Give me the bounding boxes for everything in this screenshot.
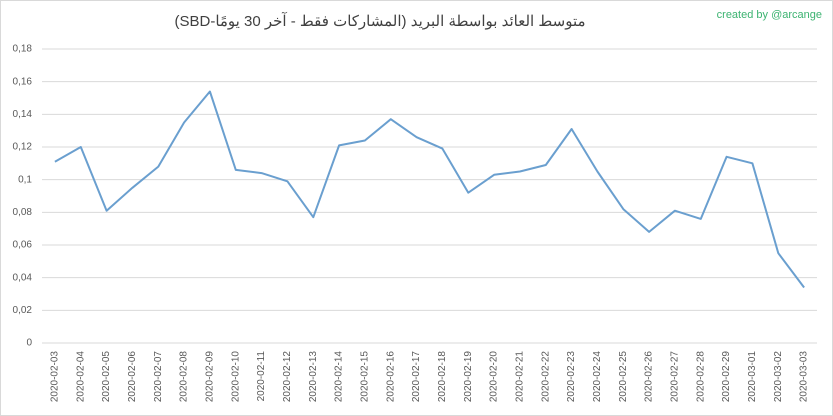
- x-tick-label: 2020-02-24: [592, 351, 603, 403]
- x-tick-label: 2020-02-09: [205, 351, 216, 403]
- x-tick-label: 2020-02-17: [411, 351, 422, 403]
- x-tick-label: 2020-02-08: [179, 351, 190, 403]
- x-tick-label: 2020-02-23: [566, 351, 577, 403]
- x-tick-label: 2020-02-27: [670, 351, 681, 403]
- x-tick-label: 2020-02-19: [463, 351, 474, 403]
- x-tick-label: 2020-02-05: [101, 351, 112, 403]
- x-tick-label: 2020-02-04: [75, 351, 86, 403]
- x-tick-label: 2020-02-28: [695, 351, 706, 403]
- x-tick-label: 2020-02-29: [721, 351, 732, 403]
- x-tick-label: 2020-02-18: [437, 351, 448, 403]
- x-tick-label: 2020-02-07: [153, 351, 164, 403]
- x-tick-label: 2020-02-13: [308, 351, 319, 403]
- x-tick-label: 2020-02-25: [618, 351, 629, 403]
- y-tick-label: 0,18: [13, 44, 33, 55]
- x-tick-label: 2020-03-03: [799, 351, 810, 403]
- chart-title: متوسط العائد بواسطة البريد (المشاركات فق…: [174, 12, 585, 30]
- x-tick-label: 2020-03-02: [773, 351, 784, 403]
- y-tick-label: 0,08: [13, 207, 33, 218]
- x-tick-label: 2020-02-12: [282, 351, 293, 403]
- x-tick-label: 2020-02-06: [127, 351, 138, 403]
- x-tick-label: 2020-02-15: [360, 351, 371, 403]
- x-tick-label: 2020-02-03: [50, 351, 61, 403]
- y-tick-label: 0: [26, 338, 32, 349]
- y-tick-label: 0,16: [13, 76, 33, 87]
- y-tick-label: 0,04: [13, 272, 33, 283]
- line: [54, 90, 805, 289]
- y-tick-label: 0,14: [13, 109, 33, 120]
- annotation: created by @arcange: [717, 9, 822, 21]
- x-tick-label: 2020-02-26: [644, 351, 655, 403]
- y-tick-label: 0,1: [18, 174, 32, 185]
- x-tick-label: 2020-02-10: [230, 351, 241, 403]
- x-tick-label: 2020-02-21: [515, 351, 526, 403]
- y-tick-label: 0,12: [13, 142, 33, 153]
- x-tick-label: 2020-02-20: [489, 351, 500, 403]
- y-tick-label: 0,02: [13, 305, 33, 316]
- x-tick-label: 2020-03-01: [747, 351, 758, 403]
- x-tick-label: 2020-02-11: [256, 351, 267, 402]
- x-tick-label: 2020-02-16: [385, 351, 396, 403]
- x-tick-label: 2020-02-22: [540, 351, 551, 403]
- x-tick-label: 2020-02-14: [334, 351, 345, 403]
- y-tick-label: 0,06: [13, 240, 33, 251]
